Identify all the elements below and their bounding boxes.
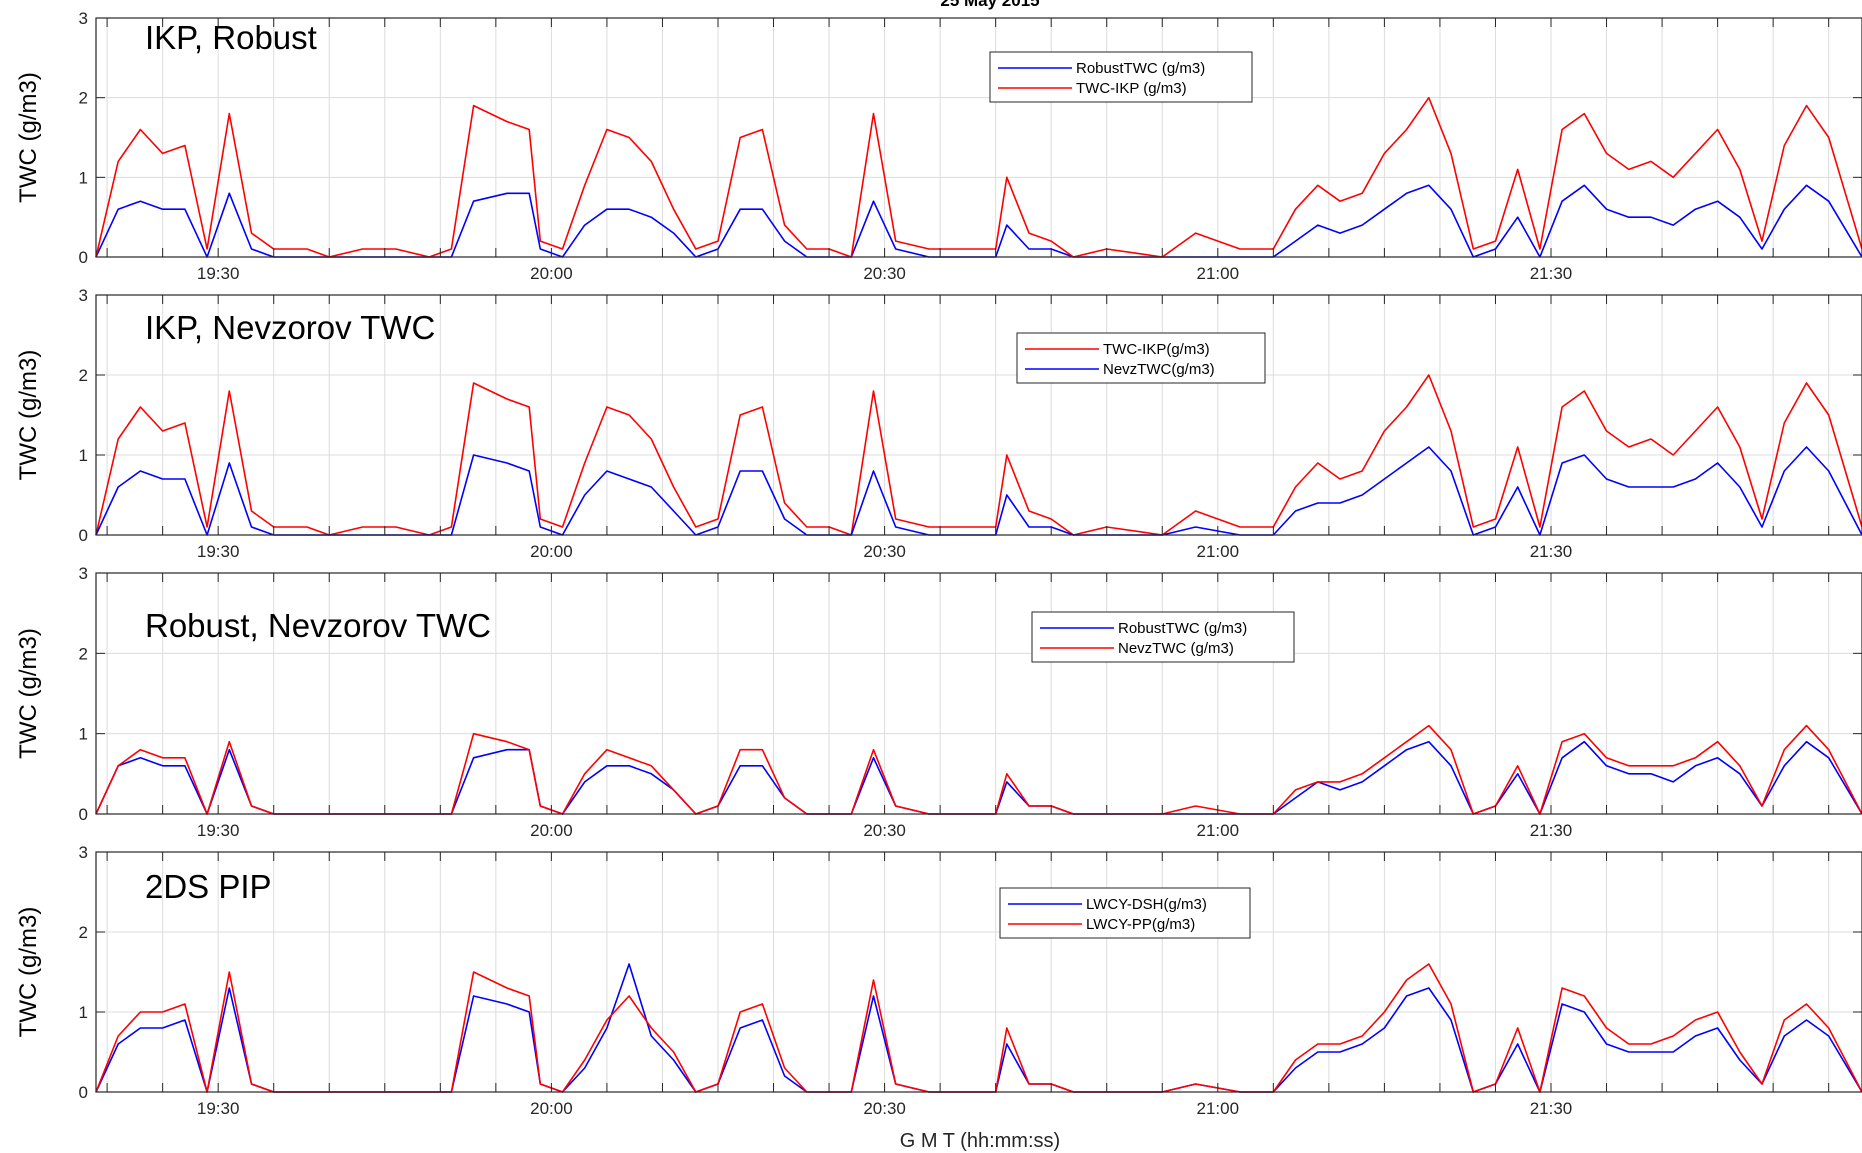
y-tick-label: 3: [79, 286, 88, 305]
legend-entry-2: NevzTWC (g/m3): [1118, 640, 1234, 657]
x-tick-label: 21:00: [1197, 264, 1240, 283]
panel-title: IKP, Nevzorov TWC: [145, 309, 435, 346]
series-line-2: [96, 964, 1862, 1092]
x-tick-label: 20:00: [530, 264, 573, 283]
panel-2: 19:30 20:00 20:30 21:00 21:30 0 1 2 3 TWC (g/m3) I…: [15, 286, 1862, 561]
y-tick-label: 2: [79, 923, 88, 942]
x-tick-label: 19:30: [197, 821, 240, 840]
y-tick-label: 2: [79, 366, 88, 385]
x-tick-label: 21:00: [1197, 542, 1240, 561]
series-line-1: [96, 742, 1862, 814]
y-tick-label: 1: [79, 446, 88, 465]
legend: RobustTWC (g/m3) TWC-IKP (g/m3): [990, 52, 1252, 102]
x-tick-label: 20:30: [863, 1099, 906, 1118]
y-tick-label: 0: [79, 805, 88, 824]
legend-entry-1: RobustTWC (g/m3): [1118, 620, 1247, 637]
x-tick-label: 20:30: [863, 821, 906, 840]
x-tick-label: 21:30: [1530, 821, 1573, 840]
y-tick-label: 1: [79, 1003, 88, 1022]
x-tick-label: 19:30: [197, 264, 240, 283]
y-tick-label: 3: [79, 564, 88, 583]
series-line-2: [96, 726, 1862, 814]
y-tick-label: 2: [79, 644, 88, 663]
y-tick-label: 2: [79, 89, 88, 108]
y-tick-label: 1: [79, 168, 88, 187]
figure-title: 25 May 2015: [940, 0, 1039, 10]
x-tick-label: 20:00: [530, 542, 573, 561]
panel-3: 19:30 20:00 20:30 21:00 21:30 0 1 2 3 TWC (g/m3) R…: [15, 564, 1862, 840]
x-tick-label: 20:00: [530, 821, 573, 840]
legend-entry-1: LWCY-DSH(g/m3): [1086, 896, 1207, 913]
y-axis-label: TWC (g/m3): [15, 628, 42, 759]
panel-1: 19:30 20:00 20:30 21:00 21:30 0 1 2 3 TWC (g/m3) I…: [15, 9, 1862, 283]
x-tick-label: 20:00: [530, 1099, 573, 1118]
y-tick-label: 1: [79, 725, 88, 744]
panel-4: 19:30 20:00 20:30 21:00 21:30 0 1 2 3 TWC (g/m3) 2…: [15, 843, 1862, 1118]
y-tick-label: 0: [79, 248, 88, 267]
series-line-1: [96, 185, 1862, 257]
x-tick-label: 21:30: [1530, 1099, 1573, 1118]
legend: LWCY-DSH(g/m3) LWCY-PP(g/m3): [1000, 888, 1250, 938]
y-tick-label: 0: [79, 1083, 88, 1102]
y-axis-label: TWC (g/m3): [15, 72, 42, 203]
panels-group: 19:30 20:00 20:30 21:00 21:30 0 1 2 3 TWC (g/m3) I…: [15, 9, 1862, 1118]
legend-entry-2: NevzTWC(g/m3): [1103, 361, 1215, 378]
legend-entry-2: TWC-IKP (g/m3): [1076, 80, 1187, 97]
x-tick-label: 21:30: [1530, 264, 1573, 283]
panel-title: Robust, Nevzorov TWC: [145, 607, 491, 644]
x-tick-label: 21:00: [1197, 821, 1240, 840]
y-axis-label: TWC (g/m3): [15, 907, 42, 1038]
x-tick-label: 20:30: [863, 542, 906, 561]
panel-title: 2DS PIP: [145, 868, 272, 905]
x-tick-label: 21:30: [1530, 542, 1573, 561]
y-tick-label: 3: [79, 9, 88, 28]
y-tick-label: 3: [79, 843, 88, 862]
panel-title: IKP, Robust: [145, 19, 317, 56]
legend: TWC-IKP(g/m3) NevzTWC(g/m3): [1017, 333, 1265, 383]
y-tick-label: 0: [79, 526, 88, 545]
legend-entry-1: TWC-IKP(g/m3): [1103, 341, 1210, 358]
legend-entry-1: RobustTWC (g/m3): [1076, 60, 1205, 77]
x-tick-label: 19:30: [197, 542, 240, 561]
x-tick-label: 19:30: [197, 1099, 240, 1118]
x-tick-label: 21:00: [1197, 1099, 1240, 1118]
legend: RobustTWC (g/m3) NevzTWC (g/m3): [1032, 612, 1294, 662]
series-line-2: [96, 447, 1862, 535]
series-line-1: [96, 964, 1862, 1092]
y-axis-label: TWC (g/m3): [15, 350, 42, 481]
x-tick-label: 20:30: [863, 264, 906, 283]
x-axis-label: G M T (hh:mm:ss): [900, 1130, 1060, 1152]
legend-entry-2: LWCY-PP(g/m3): [1086, 916, 1195, 933]
axes-box: [96, 852, 1862, 1092]
